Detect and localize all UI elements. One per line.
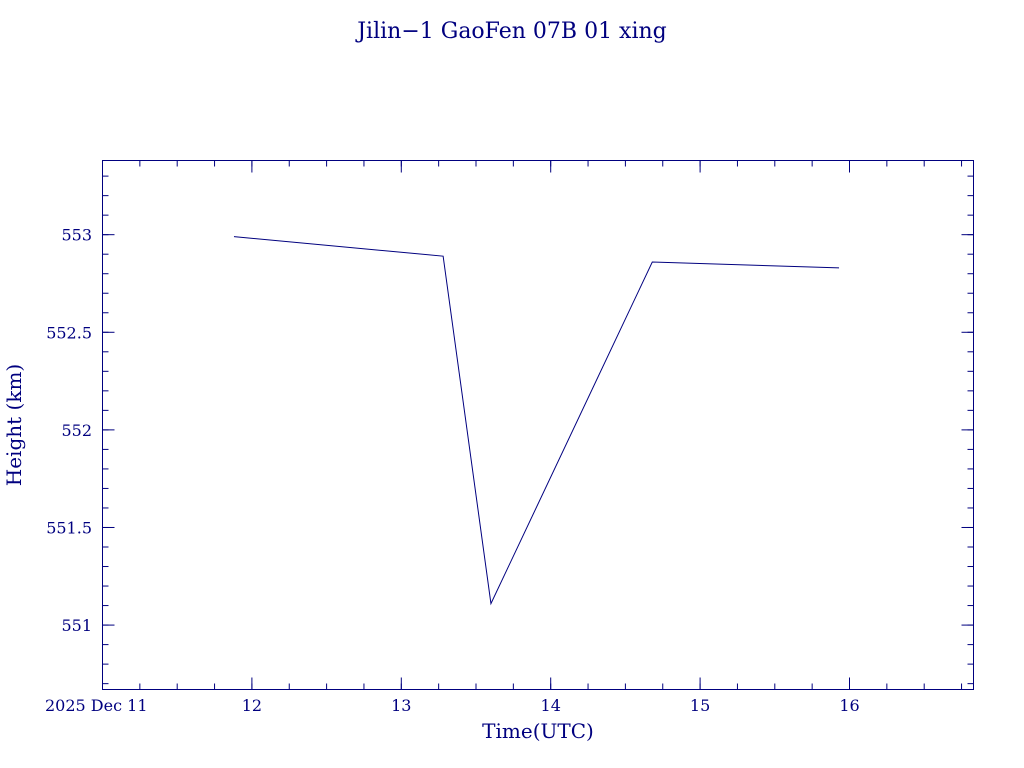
y-tick-label: 551.5 [46, 518, 92, 537]
y-tick-label: 553 [61, 226, 92, 245]
y-tick-label: 552.5 [46, 323, 92, 342]
x-tick-label: 16 [839, 696, 859, 715]
major-ticks [102, 160, 974, 690]
x-tick-labels: 12 13 14 15 16 [242, 696, 860, 715]
chart-title: Jilin−1 GaoFen 07B 01 xing [355, 19, 667, 44]
y-tick-label: 552 [61, 421, 92, 440]
x-axis-label: Time(UTC) [482, 719, 594, 743]
y-tick-label: 551 [61, 616, 92, 635]
x-tick-label: 12 [242, 696, 262, 715]
series-line [233, 236, 840, 606]
x-date-prefix-label: 2025 Dec 11 [45, 696, 148, 715]
plot-frame [102, 160, 974, 690]
x-tick-label: 14 [541, 696, 561, 715]
y-axis-label: Height (km) [2, 364, 26, 486]
y-tick-labels: 551 551.5 552 552.5 553 [46, 226, 92, 635]
minor-ticks [102, 160, 974, 690]
x-tick-label: 15 [690, 696, 710, 715]
x-tick-label: 13 [391, 696, 411, 715]
series-group [233, 236, 840, 606]
